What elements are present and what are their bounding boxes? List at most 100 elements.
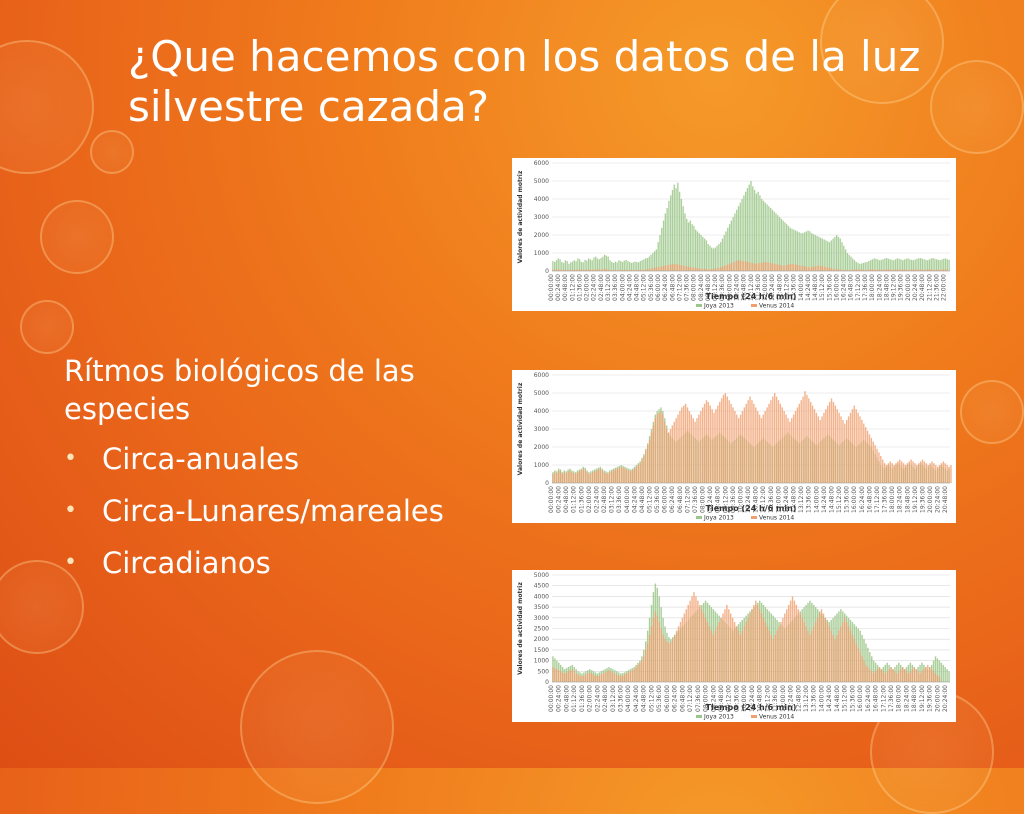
- bar: [861, 656, 863, 682]
- bar: [741, 260, 743, 271]
- bar: [816, 617, 819, 682]
- bar: [693, 592, 695, 682]
- bar: [877, 269, 879, 271]
- bar: [671, 190, 674, 271]
- x-tick-label: 05:36:00: [654, 486, 661, 513]
- bar: [608, 670, 610, 682]
- bar: [878, 452, 880, 483]
- bar: [755, 263, 758, 271]
- bar: [773, 211, 775, 271]
- bar: [884, 673, 886, 682]
- bar: [887, 258, 890, 271]
- bar: [938, 676, 941, 682]
- bar: [734, 213, 736, 271]
- bar: [761, 262, 763, 271]
- bar: [607, 256, 609, 271]
- x-tick-label: 04:00:00: [619, 274, 626, 301]
- bar: [941, 269, 943, 271]
- bar: [841, 269, 843, 271]
- bar: [739, 634, 742, 682]
- bar: [771, 209, 774, 271]
- bar: [737, 260, 740, 271]
- bar: [811, 630, 813, 682]
- bar: [752, 263, 754, 271]
- bar: [552, 474, 554, 483]
- bar: [862, 262, 865, 271]
- bar: [715, 409, 717, 483]
- x-tick-label: 02:24:00: [594, 685, 601, 712]
- bar: [921, 258, 924, 271]
- bar: [626, 469, 628, 483]
- bar: [777, 400, 780, 483]
- legend-label: Venus 2014: [759, 714, 794, 721]
- bar: [918, 269, 920, 271]
- bar: [709, 269, 711, 271]
- bar: [730, 220, 733, 271]
- y-tick-label: 5000: [534, 572, 549, 579]
- bar: [834, 405, 837, 483]
- bar: [693, 226, 695, 271]
- bar: [807, 230, 809, 271]
- bar: [946, 269, 948, 271]
- x-tick-label: 16:00:00: [857, 685, 864, 712]
- bar: [863, 639, 865, 682]
- bar: [662, 634, 664, 682]
- bar: [668, 264, 670, 271]
- x-tick-label: 16:24:00: [841, 274, 848, 301]
- bar: [645, 269, 647, 271]
- x-tick-label: 17:12:00: [880, 685, 887, 712]
- bar: [639, 662, 641, 682]
- bar: [880, 456, 882, 483]
- y-tick-label: 1500: [534, 647, 549, 654]
- bar: [830, 268, 832, 271]
- x-tick-label: 07:12:00: [687, 685, 694, 712]
- x-tick-label: 15:36:00: [826, 274, 833, 301]
- bar: [897, 461, 899, 483]
- x-tick-label: 15:36:00: [849, 685, 856, 712]
- bar: [575, 261, 577, 271]
- bar: [670, 641, 672, 682]
- bar: [902, 269, 904, 271]
- bar: [751, 400, 753, 483]
- bar: [885, 465, 888, 483]
- bar: [816, 265, 818, 271]
- bar: [699, 604, 701, 682]
- bar: [591, 269, 593, 271]
- bar: [722, 613, 724, 682]
- bar: [766, 262, 768, 271]
- bar: [795, 604, 798, 682]
- bar: [905, 269, 907, 271]
- bar: [625, 269, 627, 271]
- y-tick-label: 1000: [534, 250, 549, 257]
- bar: [703, 403, 706, 483]
- bar: [882, 671, 885, 682]
- bar: [764, 622, 767, 682]
- bar: [707, 402, 710, 483]
- bar: [606, 671, 608, 682]
- bar: [680, 199, 683, 271]
- bar: [612, 672, 614, 682]
- bar: [855, 643, 858, 682]
- bar: [733, 622, 736, 682]
- x-tick-label: 14:24:00: [805, 274, 812, 301]
- bar: [827, 241, 829, 271]
- bar: [557, 258, 559, 271]
- bar: [705, 240, 708, 271]
- bar: [921, 459, 924, 483]
- x-tick-label: 06:00:00: [662, 486, 669, 513]
- bar: [653, 267, 656, 271]
- bar: [702, 236, 704, 271]
- bar: [891, 463, 893, 483]
- bar: [896, 673, 898, 682]
- bar: [627, 269, 629, 271]
- bar: [830, 398, 833, 483]
- bar: [618, 260, 620, 271]
- x-tick-label: 14:24:00: [826, 685, 833, 712]
- bar: [648, 634, 651, 682]
- bar: [848, 254, 850, 271]
- bar: [896, 258, 899, 271]
- x-tick-label: 02:48:00: [602, 685, 609, 712]
- bar: [889, 461, 892, 483]
- bar: [821, 266, 824, 271]
- bar: [798, 403, 801, 483]
